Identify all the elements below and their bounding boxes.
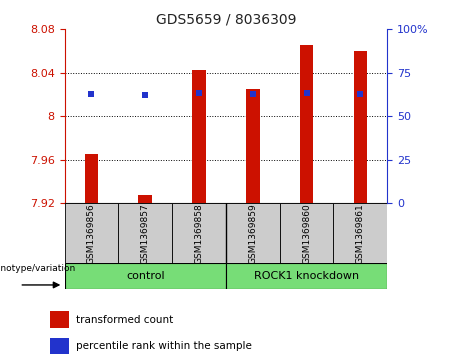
Text: GSM1369860: GSM1369860 [302,203,311,264]
Bar [50,311,69,328]
Bar [300,45,313,203]
Bar [226,203,280,263]
Title: GDS5659 / 8036309: GDS5659 / 8036309 [156,12,296,26]
Bar [138,195,152,203]
Bar [354,51,367,203]
Text: percentile rank within the sample: percentile rank within the sample [77,341,252,351]
Bar [226,263,387,289]
Text: ROCK1 knockdown: ROCK1 knockdown [254,271,359,281]
Bar [246,89,260,203]
Bar [192,70,206,203]
Bar [85,154,98,203]
Text: control: control [126,271,165,281]
Bar [280,203,333,263]
Bar [172,203,226,263]
Text: genotype/variation: genotype/variation [0,264,76,273]
Text: GSM1369861: GSM1369861 [356,203,365,264]
Bar [118,203,172,263]
Text: GSM1369857: GSM1369857 [141,203,150,264]
Bar [50,338,69,354]
Bar [65,203,118,263]
Bar [65,263,226,289]
Bar [333,203,387,263]
Text: GSM1369858: GSM1369858 [195,203,203,264]
Text: GSM1369859: GSM1369859 [248,203,257,264]
Text: transformed count: transformed count [77,315,174,325]
Text: GSM1369856: GSM1369856 [87,203,96,264]
